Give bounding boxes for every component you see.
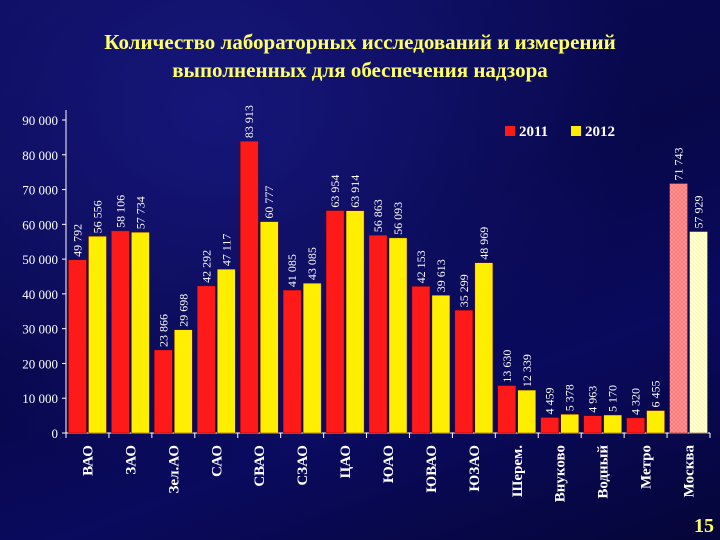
- data-label-2012-ЮАО: 56 093: [391, 202, 405, 235]
- slide-title: Количество лабораторных исследований и и…: [0, 28, 720, 84]
- data-label-2012-ВАО: 56 556: [90, 200, 104, 233]
- bar-2011-ЮАО: [368, 235, 388, 434]
- bar-2012-Москва: [689, 231, 708, 434]
- data-label-2012-Водный: 5 170: [606, 385, 620, 412]
- data-label-2011-СВАО: 83 913: [242, 105, 256, 138]
- x-tick-label-Шерем.: Шерем.: [510, 445, 526, 497]
- bar-2011-СВАО: [239, 140, 259, 434]
- data-label-2012-СВАО: 60 777: [262, 186, 276, 219]
- y-tick-label: 60 000: [22, 217, 58, 232]
- slide-title-line-1: Количество лабораторных исследований и и…: [104, 30, 616, 54]
- slide-title-line-2: выполненных для обеспечения надзора: [172, 58, 548, 82]
- bar-2012-Шерем.: [517, 389, 536, 434]
- data-label-2011-Метро: 4 320: [629, 388, 643, 415]
- x-tick-label-Зел.АО: Зел.АО: [166, 445, 182, 494]
- x-tick-label-Внуково: Внуково: [553, 445, 569, 502]
- data-label-2011-ЮВАО: 42 153: [414, 250, 428, 283]
- page-number: 15: [694, 515, 714, 537]
- data-label-2011-ЮЗАО: 35 299: [457, 274, 471, 307]
- data-label-2011-ВАО: 49 792: [70, 224, 84, 257]
- x-tick-label-Москва: Москва: [682, 445, 698, 498]
- y-tick-label: 90 000: [22, 113, 58, 128]
- y-tick-label: 30 000: [22, 322, 58, 337]
- bar-2011-САО: [197, 285, 216, 434]
- data-label-2012-ЦАО: 63 914: [348, 175, 362, 208]
- x-tick-label-СВАО: СВАО: [252, 445, 268, 487]
- bar-2012-Внуково: [560, 414, 579, 434]
- data-label-2012-Метро: 6 455: [649, 381, 663, 408]
- data-label-2011-Шерем.: 13 630: [500, 350, 514, 383]
- bar-2011-Метро: [626, 417, 645, 434]
- bar-2012-ЮВАО: [431, 295, 451, 434]
- chart-axes: 0 10 000 20 000 30 000 40 000 50 000 60 000 70 …: [22, 110, 711, 441]
- bar-2012-ЮЗАО: [474, 262, 494, 434]
- data-label-2011-САО: 42 292: [199, 250, 213, 283]
- bar-2011-СЗАО: [282, 289, 302, 434]
- legend-swatch-2011: [505, 126, 515, 136]
- bar-2012-СЗАО: [302, 282, 322, 434]
- x-tick-label-СЗАО: СЗАО: [295, 445, 311, 486]
- y-tick-label: 10 000: [22, 391, 58, 406]
- x-tick-label-Метро: Метро: [639, 445, 655, 489]
- data-label-2011-Внуково: 4 459: [543, 387, 557, 414]
- data-label-2011-ЦАО: 63 954: [328, 175, 342, 208]
- bar-2011-ЮВАО: [411, 286, 431, 434]
- bar-2012-ЦАО: [345, 210, 365, 434]
- bar-2012-САО: [217, 268, 236, 434]
- bar-2011-Москва: [669, 183, 688, 434]
- bar-2011-ВАО: [68, 259, 87, 434]
- data-label-2011-ЮАО: 56 863: [371, 199, 385, 232]
- data-label-2012-САО: 47 117: [219, 234, 233, 267]
- data-label-2012-ЮВАО: 39 613: [434, 259, 448, 292]
- data-label-2012-Москва: 57 929: [692, 196, 706, 229]
- chart-bars: [68, 140, 708, 434]
- chart-data-labels: 49 792 56 556 58 106 57 734 23 866 29 698 42 2…: [70, 105, 705, 415]
- legend-label-2011: 2011: [519, 124, 548, 140]
- data-label-2011-Москва: 71 743: [672, 147, 686, 180]
- y-tick-label: 40 000: [22, 287, 58, 302]
- bar-2011-Шерем.: [497, 385, 516, 434]
- x-tick-label-ВАО: ВАО: [80, 445, 96, 476]
- bar-2011-Водный: [583, 415, 602, 434]
- chart-x-tick-labels: ВАО ЗАО Зел.АО САО СВАО СЗАО ЦАО ЮАО ЮВАО ЮЗАО Шер…: [80, 445, 697, 503]
- y-tick-label: 70 000: [22, 183, 58, 198]
- y-tick-label: 50 000: [22, 252, 58, 267]
- data-label-2012-ЗАО: 57 734: [133, 196, 147, 229]
- bar-2012-Зел.АО: [174, 329, 193, 434]
- data-label-2011-ЗАО: 58 106: [113, 195, 127, 228]
- legend-label-2012: 2012: [585, 124, 615, 140]
- x-tick-label-ЗАО: ЗАО: [123, 445, 139, 475]
- bar-2012-СВАО: [260, 221, 279, 434]
- bar-2011-Зел.АО: [154, 349, 173, 434]
- data-label-2012-Внуково: 5 378: [563, 384, 577, 411]
- data-label-2012-ЮЗАО: 48 969: [477, 227, 491, 260]
- bar-2012-ЗАО: [131, 232, 150, 434]
- x-tick-label-ЮВАО: ЮВАО: [424, 445, 440, 493]
- x-tick-label-ЦАО: ЦАО: [338, 445, 354, 478]
- data-label-2011-Зел.АО: 23 866: [156, 314, 170, 347]
- data-label-2012-Зел.АО: 29 698: [176, 294, 190, 327]
- legend-swatch-2012: [571, 126, 581, 136]
- bar-2011-ЮЗАО: [454, 310, 474, 434]
- bar-2012-Водный: [603, 414, 622, 434]
- x-tick-label-Водный: Водный: [596, 445, 612, 499]
- bar-2012-ЮАО: [388, 237, 408, 434]
- bar-2011-ЦАО: [325, 210, 345, 434]
- bar-2012-ВАО: [88, 236, 107, 434]
- bar-2011-ЗАО: [111, 230, 130, 434]
- x-tick-label-ЮАО: ЮАО: [381, 445, 397, 483]
- data-label-2012-СЗАО: 43 085: [305, 247, 319, 280]
- y-tick-label: 20 000: [22, 356, 58, 371]
- data-label-2011-СЗАО: 41 085: [285, 254, 299, 287]
- x-tick-label-САО: САО: [209, 445, 225, 477]
- bar-2012-Метро: [646, 410, 665, 434]
- data-label-2011-Водный: 4 963: [586, 386, 600, 413]
- y-tick-label: 80 000: [22, 148, 58, 163]
- y-tick-label: 0: [52, 426, 59, 441]
- bar-2011-Внуково: [540, 417, 559, 434]
- x-tick-label-ЮЗАО: ЮЗАО: [467, 445, 483, 492]
- data-label-2012-Шерем.: 12 339: [520, 354, 534, 387]
- chart-legend: 2011 2012: [505, 124, 615, 140]
